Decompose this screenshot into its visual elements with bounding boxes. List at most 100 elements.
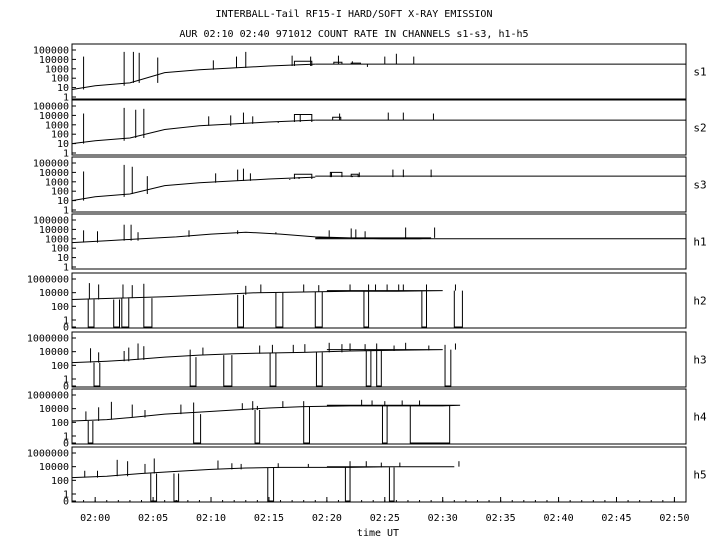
dropout-h2 [421, 291, 427, 328]
panel-label-h3: h3 [693, 354, 706, 367]
dropout-h2 [237, 294, 244, 328]
dropout-h3 [365, 350, 372, 387]
plateau-s3 [293, 173, 313, 179]
y-tick-label: 100 [51, 476, 69, 487]
panel-h3: 1000000 10000 100 10 h3 [27, 331, 707, 393]
x-tick-label: 02:30 [428, 513, 458, 524]
dropout-h3 [93, 362, 101, 387]
y-tick-label: 100 [51, 187, 69, 198]
y-tick-label: 100000 [33, 216, 69, 227]
panel-frame-h4 [71, 388, 687, 445]
x-tick-label: 02:40 [544, 513, 574, 524]
y-tick-label: 100 [51, 130, 69, 141]
y-tick-label: 1 [63, 316, 69, 327]
x-tick-label: 02:45 [601, 513, 631, 524]
x-tick-label: 02:10 [196, 513, 226, 524]
y-tick-label: 10 [57, 253, 69, 264]
y-tick-label: 1000000 [27, 391, 69, 402]
dropout-h5 [173, 473, 180, 502]
plateau-s3 [329, 171, 343, 178]
panel-h2: 1000000 10000 100 10 h2 [27, 272, 707, 334]
x-axis-label: time UT [357, 528, 399, 539]
y-tick-label: 1 [63, 206, 69, 217]
panel-frame-h3 [71, 331, 687, 388]
chart-subtitle: AUR 02:10 02:40 971012 COUNT RATE IN CHA… [179, 29, 528, 40]
y-tick-label: 10000 [39, 347, 69, 358]
panels-group: 100000100001000100101s110000010000100010… [27, 43, 707, 508]
y-tick-label: 0 [63, 497, 69, 508]
dropout-h2 [363, 291, 370, 328]
x-tick-label: 02:05 [138, 513, 168, 524]
y-tick-label: 10 [57, 83, 69, 94]
x-tick-label: 02:20 [312, 513, 342, 524]
dropout-h2 [275, 292, 284, 328]
y-tick-label: 10000 [39, 288, 69, 299]
panel-label-h1: h1 [693, 236, 706, 249]
chart-title: INTERBALL-Tail RF15-I HARD/SOFT X-RAY EM… [216, 9, 493, 20]
dropout-h2 [143, 298, 153, 328]
y-tick-label: 10000 [39, 225, 69, 236]
y-tick-label: 100 [51, 74, 69, 85]
plateau-s2 [332, 116, 342, 121]
y-tick-label: 100000 [33, 46, 69, 57]
series-trace-h2 [71, 290, 443, 300]
panel-frame-s1 [71, 43, 687, 100]
y-tick-label: 10000 [39, 55, 69, 66]
dropout-h4 [193, 414, 202, 444]
x-tick-label: 02:25 [370, 513, 400, 524]
dropout-h2 [121, 298, 130, 328]
series-trace-s3 [71, 176, 316, 202]
y-tick-label: 1000 [45, 177, 69, 188]
dropout-h4 [254, 410, 261, 444]
y-tick-label: 1 [63, 490, 69, 501]
dropout-h3 [223, 355, 233, 387]
x-tick-label: 02:35 [486, 513, 516, 524]
x-tick-label: 02:00 [80, 513, 110, 524]
y-tick-label: 0 [63, 323, 69, 334]
dropout-h4 [303, 406, 310, 444]
dropout-h3 [189, 357, 197, 387]
dropout-h2 [314, 291, 323, 328]
series-trace-s2 [71, 119, 316, 145]
y-tick-label: 0 [63, 382, 69, 393]
y-tick-label: 1000000 [27, 334, 69, 345]
series-trace-h5 [71, 466, 455, 479]
plateau-s1 [333, 61, 343, 65]
dropout-h4 [409, 405, 451, 444]
panel-h5: 1000000 10000 100 10 h5 [27, 446, 707, 508]
series-trace-h3 [71, 349, 443, 364]
panel-frame-s3 [71, 156, 687, 213]
dropout-h5 [150, 473, 158, 502]
plateau-s2 [293, 113, 313, 122]
y-tick-label: 0 [63, 439, 69, 450]
y-tick-label: 1000 [45, 234, 69, 245]
dropout-h5 [388, 467, 395, 502]
panel-label-s1: s1 [693, 66, 706, 79]
y-tick-label: 1 [63, 432, 69, 443]
y-tick-label: 10000 [39, 404, 69, 415]
y-tick-label: 100000 [33, 102, 69, 113]
x-tick-label: 02:15 [254, 513, 284, 524]
panel-frame-h1 [71, 213, 687, 270]
panel-label-s3: s3 [693, 179, 706, 192]
panel-label-s2: s2 [693, 122, 706, 135]
dropout-h3 [444, 349, 452, 387]
dropout-h5 [267, 468, 275, 502]
dropout-h2 [113, 299, 120, 328]
y-tick-label: 1 [63, 375, 69, 386]
panel-label-h5: h5 [693, 469, 706, 482]
y-tick-label: 10000 [39, 111, 69, 122]
x-axis: 02:00 02:05 02:10 02:15 02:20 02:25 02:30 02:35… [71, 497, 689, 524]
panel-label-h4: h4 [693, 411, 707, 424]
dropout-h4 [87, 420, 94, 444]
y-tick-label: 100 [51, 244, 69, 255]
panel-frame-h2 [71, 272, 687, 329]
y-tick-label: 10000 [39, 168, 69, 179]
dropout-h3 [376, 350, 382, 387]
dropout-h3 [315, 352, 323, 387]
y-tick-label: 10 [57, 139, 69, 150]
y-tick-label: 1 [63, 93, 69, 104]
